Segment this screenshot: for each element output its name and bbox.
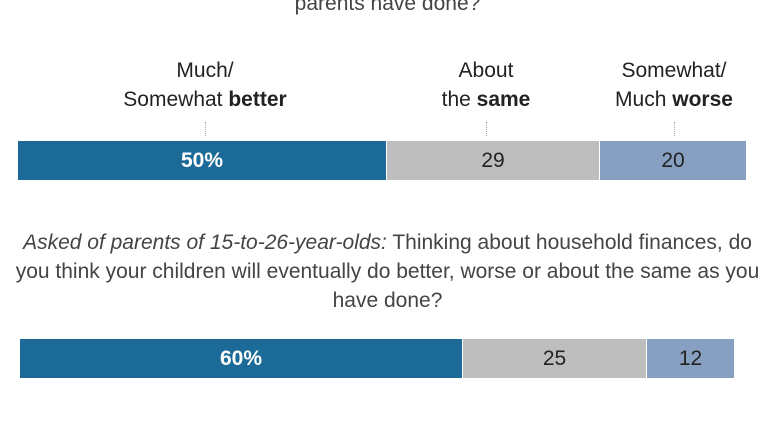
bar2-label-worse: 12 xyxy=(678,346,703,370)
category-label-same-line2: the same xyxy=(441,88,531,111)
category-label-better-line1: Much/ xyxy=(176,59,234,82)
category-label-same: About the same xyxy=(442,56,531,114)
leader-line-same xyxy=(486,122,487,136)
category-label-worse-line1: Somewhat/ xyxy=(621,59,727,82)
bar2-label-better: 60% xyxy=(219,346,263,370)
stacked-bar-1: 50% 29 20 xyxy=(18,141,746,180)
category-label-better: Much/ Somewhat better xyxy=(123,56,286,114)
bar1-segment-same: 29 xyxy=(386,141,599,180)
bar1-label-better: 50% xyxy=(180,148,224,172)
category-label-better-line2: Somewhat better xyxy=(123,88,287,111)
question-2: Asked of parents of 15-to-26-year-olds: … xyxy=(10,228,765,315)
category-label-worse-line2: Much worse xyxy=(615,88,733,111)
category-label-worse: Somewhat/ Much worse xyxy=(615,56,733,114)
bar1-segment-worse: 20 xyxy=(599,141,746,180)
question-2-lead: Asked of parents of 15-to-26-year-olds: xyxy=(23,231,387,254)
bar2-label-same: 25 xyxy=(542,346,567,370)
stacked-bar-2: 60% 25 12 xyxy=(20,339,734,378)
category-label-same-line1: About xyxy=(458,59,514,82)
leader-line-better xyxy=(205,122,206,136)
bar2-segment-better: 60% xyxy=(20,339,462,378)
leader-line-worse xyxy=(674,122,675,136)
question-1-tail: parents have done? xyxy=(294,0,481,15)
bar1-label-same: 29 xyxy=(481,148,505,172)
bar1-label-worse: 20 xyxy=(661,148,685,172)
bar2-segment-same: 25 xyxy=(462,339,646,378)
bar1-segment-better: 50% xyxy=(18,141,386,180)
bar2-segment-worse: 12 xyxy=(646,339,734,378)
question-2-text: Thinking about household finances, do yo… xyxy=(15,231,760,312)
